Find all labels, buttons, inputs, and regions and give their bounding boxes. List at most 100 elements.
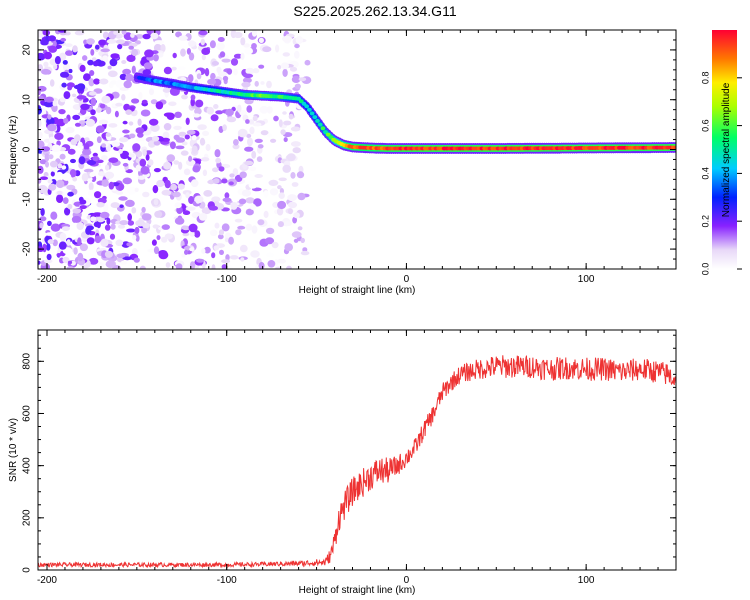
noise-speckle [198,30,208,36]
noise-speckle [222,197,232,202]
noise-speckle [281,62,289,70]
noise-speckle [203,190,213,197]
noise-speckle [154,40,165,45]
noise-speckle [199,137,206,146]
noise-speckle [173,160,180,165]
noise-speckle [182,210,191,215]
noise-speckle [132,143,141,152]
noise-speckle [217,71,228,77]
noise-speckle [245,223,253,231]
noise-speckle [76,222,84,230]
noise-speckle [195,99,204,108]
y-tick-label: -10 [22,192,33,207]
noise-speckle [222,124,227,131]
noise-speckle [215,157,221,164]
noise-speckle [294,50,300,59]
noise-speckle [172,52,177,59]
noise-speckle [79,120,87,124]
noise-speckle [79,205,87,210]
noise-speckle [279,188,284,194]
noise-speckle [121,60,127,64]
noise-speckle [45,232,54,236]
noise-speckle [109,233,116,240]
noise-speckle [121,94,126,101]
noise-speckle [233,53,243,59]
noise-speckle [276,207,284,216]
noise-speckle [117,44,123,50]
noise-speckle [120,260,127,265]
noise-speckle [245,197,255,204]
noise-speckle [127,220,135,226]
noise-speckle [180,48,186,57]
noise-speckle [215,110,224,115]
noise-speckle [132,235,137,240]
noise-speckle [218,126,224,133]
noise-speckle [114,110,119,118]
noise-speckle [216,66,222,74]
noise-speckle [247,137,253,147]
track-core [296,96,301,101]
noise-speckle [226,116,237,123]
noise-speckle [214,149,221,158]
noise-speckle [38,184,48,194]
noise-speckle [47,123,57,132]
noise-speckle [109,58,118,67]
noise-speckle [213,104,219,109]
noise-speckle [107,70,118,78]
noise-speckle [188,52,195,61]
noise-speckle [54,56,61,65]
track-core [304,104,310,109]
noise-speckle [300,250,310,256]
noise-speckle [245,119,250,124]
noise-speckle [57,30,67,33]
noise-speckle [144,49,154,58]
noise-speckle [48,45,58,53]
noise-speckle [96,136,102,144]
y-tick-label: 200 [22,509,33,526]
noise-speckle [76,95,87,100]
noise-speckle [243,43,250,48]
noise-speckle [74,30,85,36]
noise-speckle [243,73,254,79]
noise-speckle [67,203,73,210]
noise-speckle [198,213,208,221]
noise-speckle [244,47,254,55]
noise-speckle [147,159,154,166]
noise-speckle [119,137,129,143]
y-tick-label: 0 [22,567,33,573]
y-tick-label: 800 [22,353,33,370]
noise-speckle [219,51,226,58]
noise-speckle [266,80,272,89]
noise-speckle [189,231,195,237]
noise-speckle [242,86,249,91]
noise-speckle [157,52,164,58]
noise-speckle [239,171,247,179]
noise-speckle [56,190,63,195]
noise-speckle [122,162,129,167]
noise-speckle [111,141,121,147]
noise-speckle [251,150,257,159]
noise-speckle [60,71,68,78]
noise-speckle [61,226,70,232]
noise-speckle [162,87,171,93]
noise-speckle [298,77,307,82]
noise-speckle [141,141,146,147]
noise-speckle [41,146,51,152]
noise-speckle [72,208,82,214]
noise-speckle [69,169,77,178]
track-core [315,118,320,123]
noise-speckle [43,100,54,108]
noise-speckle [139,265,146,269]
colorbar-tick-label: 0.6 [700,119,710,132]
noise-speckle [74,122,81,127]
noise-speckle [126,228,136,233]
spectrogram-y-label: Frequency (Hz) [8,116,19,185]
noise-speckle [66,239,71,246]
x-tick-label: 0 [404,274,410,285]
noise-speckle [67,191,74,197]
noise-speckle [122,256,133,261]
noise-speckle [127,186,137,195]
noise-speckle [240,37,246,46]
noise-speckle [302,247,308,253]
